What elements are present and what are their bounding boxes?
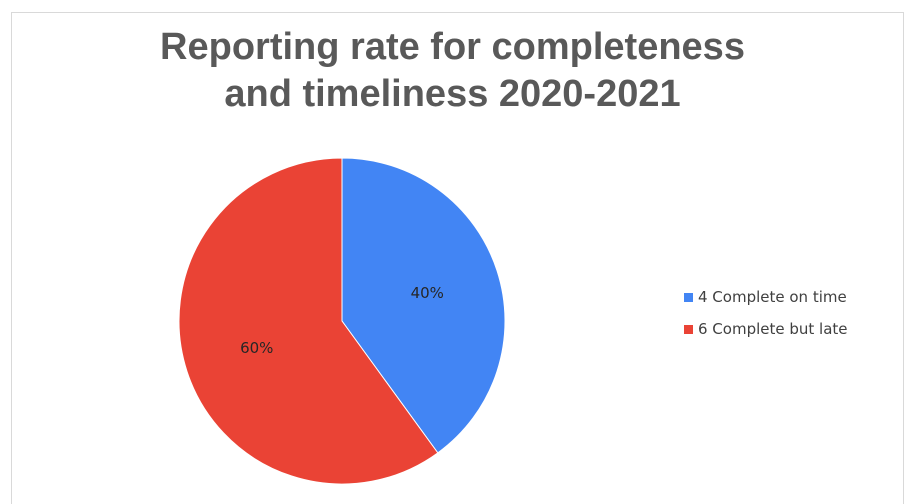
chart-title-line-2: and timeliness 2020-2021 [224,73,681,115]
data-label-complete-on-time: 40% [411,284,444,302]
chart-legend: 4 Complete on time 6 Complete but late [684,286,848,350]
legend-label-complete-on-time: 4 Complete on time [698,288,847,306]
data-label-complete-but-late: 60% [240,339,273,357]
pie-data-labels: 40% 60% [240,284,444,357]
legend-swatch-complete-but-late [684,324,693,334]
pie-slices [178,157,506,485]
pie-slice-complete-but-late [178,157,439,485]
legend-label-complete-but-late: 6 Complete but late [698,320,848,338]
legend-item-complete-on-time: 4 Complete on time [684,286,848,308]
legend-swatch-complete-on-time [684,292,693,302]
chart-title-line-1: Reporting rate for completeness [160,26,745,68]
legend-item-complete-but-late: 6 Complete but late [684,318,848,340]
chart-title: Reporting rate for completeness and time… [0,24,905,118]
pie-slice-complete-on-time [341,157,506,454]
